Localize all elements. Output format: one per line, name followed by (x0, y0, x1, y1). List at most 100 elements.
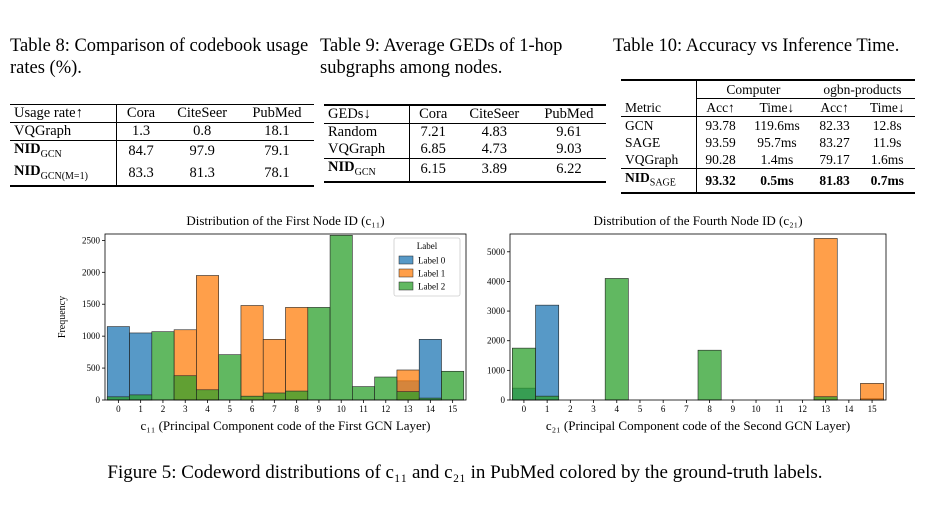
bar-label-2-2 (151, 331, 175, 401)
x-tick-label: 14 (844, 404, 854, 414)
legend-box (393, 237, 461, 297)
chart-title: Distribution of the First Node ID (c₁₁) (186, 213, 384, 228)
t10-row2-name: VQGraph (625, 152, 679, 167)
t9-cell: 6.85 (408, 141, 457, 159)
bar-label-2-7 (262, 392, 286, 401)
x-tick-label: 6 (661, 404, 666, 414)
t9-header-0: GEDs↓ (328, 106, 371, 122)
bar-label-2-1 (129, 394, 153, 401)
bar-label-1-15 (860, 383, 884, 401)
t9-cell: 3.89 (481, 161, 507, 178)
x-tick-label: 10 (337, 404, 347, 414)
y-tick-label: 5000 (487, 247, 506, 257)
bar-label-2-4 (196, 389, 219, 401)
t10-cell: 81.83 (819, 172, 850, 188)
t8-cell: 1.3 (116, 122, 165, 141)
t8-cell: 0.8 (193, 123, 212, 139)
x-axis-label: c₂₁ (Principal Component code of the Sec… (546, 418, 850, 433)
x-tick-label: 12 (381, 404, 390, 414)
figure-caption: Figure 5: Codeword distributions of c₁₁ … (107, 462, 823, 483)
bar-label-2-9 (307, 307, 331, 401)
y-tick-label: 2000 (82, 267, 101, 277)
bar-label-2-8 (697, 349, 722, 401)
x-tick-label: 4 (205, 404, 210, 414)
t9-cell: 4.73 (481, 141, 507, 157)
t10-row3-name: NIDSAGE (625, 170, 676, 189)
t9-header-3: PubMed (544, 106, 594, 122)
t9-cell: 7.21 (408, 123, 457, 141)
t9-cell: 9.03 (556, 141, 582, 157)
y-tick-label: 4000 (487, 276, 506, 286)
y-axis-label: Frequency (57, 296, 68, 338)
x-tick-label: 5 (638, 404, 643, 414)
bar-label-2-8 (285, 390, 309, 401)
t10-group-ogbn: ogbn-products (809, 80, 915, 99)
table8: Usage rate↑ Cora CiteSeer PubMed VQGraph… (10, 104, 314, 187)
x-tick-label: 8 (707, 404, 712, 414)
plot-frame (104, 233, 467, 401)
bar-label-2-5 (218, 354, 242, 401)
bar-label-2-1 (535, 395, 560, 401)
legend-label: Label 1 (418, 269, 445, 279)
t8-header-1: Cora (116, 104, 165, 123)
t8-cell: 81.3 (189, 165, 215, 182)
x-tick-label: 0 (116, 404, 121, 414)
t8-cell: 84.7 (116, 140, 165, 163)
x-tick-label: 4 (615, 404, 620, 414)
x-tick-label: 13 (404, 404, 414, 414)
bar-label-1-4 (196, 275, 219, 401)
t9-header-2: CiteSeer (469, 106, 520, 122)
t10-header-2: Time↓ (759, 100, 795, 115)
table10: Computer ogbn-products Metric Acc↑ Time↓… (621, 79, 915, 194)
t9-cell: 9.61 (556, 124, 582, 140)
t10-row0-name: GCN (625, 118, 654, 133)
bar-label-2-13 (813, 396, 838, 401)
t10-cell: 1.4ms (760, 152, 794, 167)
bar-label-2-4 (604, 278, 629, 401)
legend-title: Label (417, 241, 438, 251)
t10-cell: 93.32 (696, 168, 745, 193)
legend-swatch (398, 255, 414, 265)
bar-label-2-13 (396, 391, 420, 401)
x-axis-label: c₁₁ (Principal Component code of the Fir… (141, 418, 431, 433)
bar-label-2-0 (512, 347, 536, 401)
t9-header-1: Cora (408, 105, 457, 124)
legend-swatch (398, 281, 414, 291)
legend-label: Label 2 (418, 282, 445, 292)
t8-row1-name: NIDGCN (14, 141, 62, 160)
y-tick-label: 2500 (82, 235, 101, 245)
y-tick-label: 3000 (487, 306, 506, 316)
bar-label-1-6 (240, 305, 264, 401)
t10-cell: 95.7ms (757, 135, 797, 150)
chart-title: Distribution of the Fourth Node ID (c₂₁) (593, 213, 802, 228)
t10-cell: 1.6ms (870, 152, 904, 167)
t8-header-3: PubMed (252, 105, 302, 121)
t10-cell: 0.5ms (760, 172, 794, 188)
t9-cell: 4.83 (481, 124, 507, 140)
x-tick-label: 8 (294, 404, 299, 414)
bar-label-1-7 (262, 339, 286, 401)
t10-cell: 90.28 (696, 151, 745, 169)
x-tick-label: 15 (448, 404, 458, 414)
bar-label-2-12 (374, 376, 398, 401)
t10-cell: 11.9s (873, 135, 902, 150)
table8-caption: Table 8: Comparison of codebook usage ra… (10, 36, 309, 78)
bar-label-0-14 (418, 339, 442, 401)
t10-cell: 82.33 (819, 118, 850, 133)
x-tick-label: 3 (183, 404, 188, 414)
bar-label-2-6 (240, 395, 264, 401)
bar-label-2-3 (173, 375, 197, 401)
bar-label-1-13 (813, 238, 838, 401)
t8-row2-name: NIDGCN(M=1) (14, 162, 88, 182)
x-tick-label: 2 (161, 404, 166, 414)
t10-cell: 119.6ms (754, 118, 800, 133)
plot-frame (509, 233, 887, 401)
table9: GEDs↓ Cora CiteSeer PubMed Random 7.21 4… (324, 104, 606, 183)
x-tick-label: 5 (228, 404, 233, 414)
x-tick-label: 7 (272, 404, 277, 414)
t9-row2-name: NIDGCN (328, 159, 376, 178)
t10-row1-name: SAGE (625, 135, 661, 150)
x-tick-label: 2 (568, 404, 573, 414)
bar-label-0-0 (106, 326, 130, 401)
x-tick-label: 12 (798, 404, 807, 414)
